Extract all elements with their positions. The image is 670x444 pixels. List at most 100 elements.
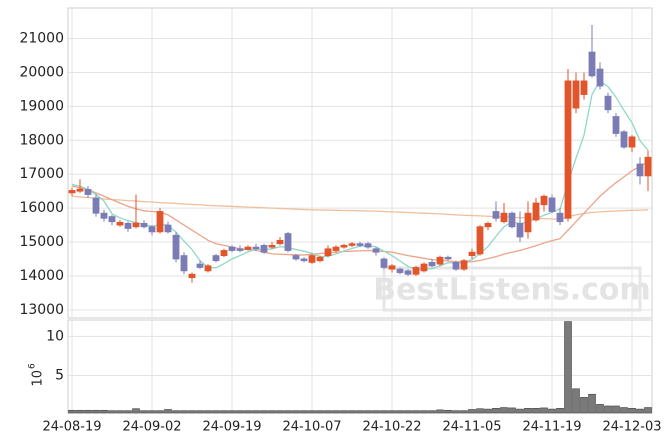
volume-bar [588,393,596,414]
y-tick-label: 20000 [19,64,64,80]
volume-bar [444,409,452,414]
moving-average-line [71,195,649,220]
candle-body [636,163,644,177]
x-tick-label: 24-10-07 [282,420,341,435]
y-tick-label: 16000 [19,200,64,216]
x-tick-label: 24-09-19 [202,420,261,435]
candle-body [628,136,636,148]
volume-bar [308,410,316,414]
candle-body [532,202,540,221]
y-tick-label: 18000 [19,132,64,148]
x-tick-label: 24-10-22 [362,420,421,435]
candle-body [76,188,84,192]
candle-body [564,80,572,219]
candle-body [484,222,492,228]
candle-body [436,256,444,265]
y-label: 10 [31,370,46,387]
x-tick-label: 24-11-19 [522,420,581,435]
volume-bar [580,397,588,414]
candle-body [580,80,588,95]
watermark: BestListens.com [373,266,651,312]
volume-bar [548,408,556,414]
candle-body [236,248,244,251]
candle-body [316,256,324,262]
x-tick-label: 24-12-03 [602,420,661,435]
candle-body [452,261,460,270]
volume-bar [364,410,372,414]
candle-body [116,221,124,226]
volume-bar [620,407,628,414]
candle-body [292,255,300,260]
volume-bar [420,410,428,414]
volume-bar [572,388,580,414]
volume-bar [564,321,572,414]
candle-body [604,95,612,111]
candle-body [124,222,132,229]
candle-body [460,260,468,270]
candle-body [396,268,404,273]
volume-bar [556,408,564,414]
candle-body [92,197,100,214]
y-label-exponent: 6 [28,363,38,369]
candle-body [508,212,516,228]
volume-bar [244,410,252,414]
candle-body [228,246,236,251]
volume-bar [492,408,500,414]
volume-bar [316,410,324,414]
volume-bar [644,407,652,414]
volume-bar [436,409,444,414]
candle-body [428,261,436,267]
candle-body [348,243,356,246]
volume-bar [284,410,292,414]
volume-bar [340,410,348,414]
candle-body [500,212,508,223]
volume-bar [220,410,228,414]
candle-body [252,246,260,250]
candle-body [476,226,484,255]
y-tick-label: 13000 [19,302,64,318]
volume-bar [116,410,124,414]
watermark-box [382,266,642,312]
y-tick-label: 19000 [19,98,64,114]
candle-body [276,239,284,245]
candle-body [204,265,212,272]
candle-body [596,68,604,87]
y-tick-label: 10 [46,328,64,344]
y-tick-label: 21000 [19,31,64,47]
volume-bar [612,405,620,414]
moving-average-line [71,161,649,263]
watermark-text: BestListens.com [373,273,651,308]
volume-bar [276,410,284,414]
volume-bar [180,410,188,414]
candle-body [84,189,92,195]
volume-bar [292,410,300,414]
candle-body [644,156,652,177]
volume-bar [476,408,484,414]
candle-body [100,212,108,219]
volume-bar [212,410,220,414]
candle-body [324,248,332,256]
volume-bar [532,408,540,414]
volume-bar [468,409,476,414]
volume-bar [324,410,332,414]
candle-body [492,211,500,219]
volume-bar [228,410,236,414]
candle-body [220,250,228,256]
volume-bar [124,410,132,414]
volume-bar [604,405,612,414]
volume-bar [84,409,92,414]
volume-bar [412,410,420,414]
candle-body [588,51,596,77]
volume-bar [500,407,508,414]
x-tick-label: 24-08-19 [42,420,101,435]
candle-body [380,258,388,268]
volume-bar [396,410,404,414]
panel-frame [67,7,653,319]
volume-bar [76,409,84,414]
candle-body [212,255,220,262]
volume-bar [148,410,156,414]
candle-body [412,267,420,275]
volume-bar [100,409,108,414]
volume-bar [508,407,516,414]
volume-bar [252,410,260,414]
